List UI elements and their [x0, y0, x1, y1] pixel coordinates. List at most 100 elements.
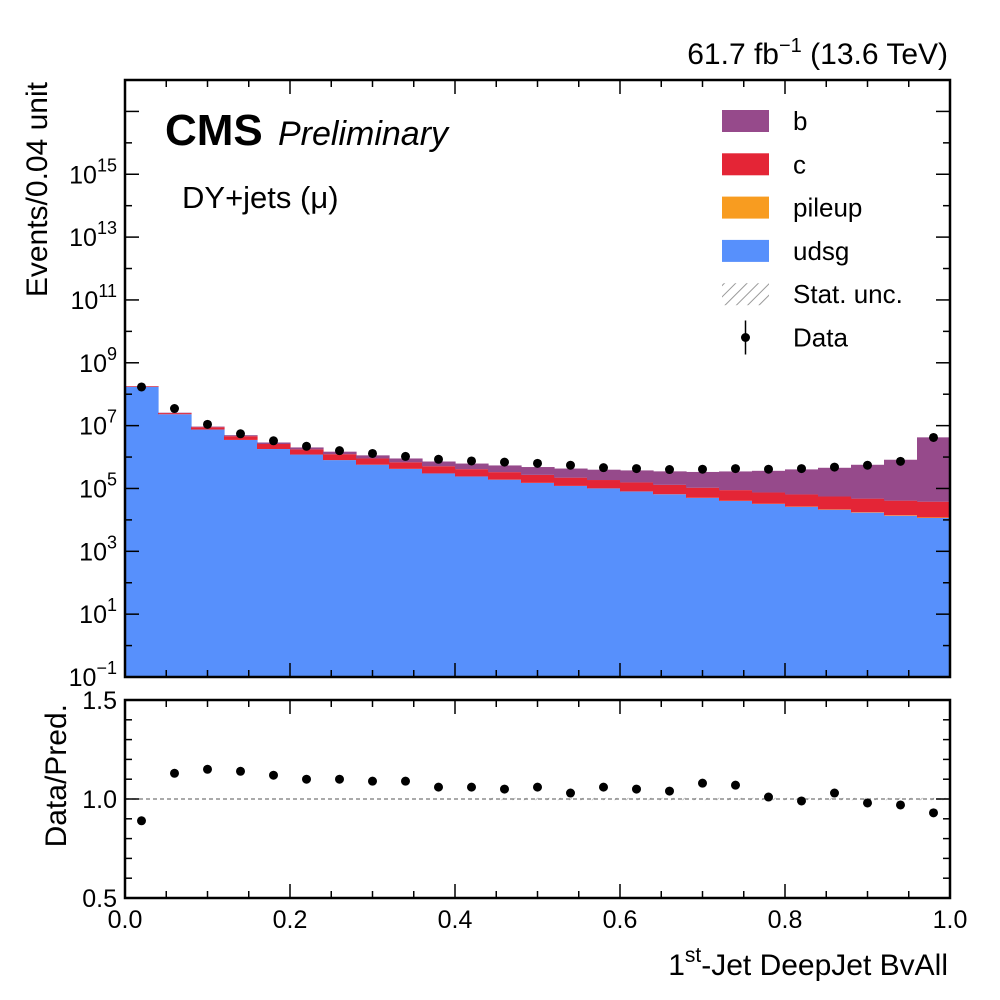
bar-c [851, 498, 885, 513]
ratio-point [368, 776, 377, 786]
x-tick-label: 1.0 [933, 906, 968, 934]
ratio-point [170, 768, 179, 778]
bar-udsg [224, 439, 258, 677]
ratio-point [599, 782, 608, 792]
bar-b [554, 468, 588, 478]
cms-label: CMS [165, 106, 263, 155]
main-y-axis-label: Events/0.04 unit [21, 81, 54, 297]
legend: bc pileup udsg Stat. unc. Data [722, 106, 903, 355]
bar-udsg [818, 509, 852, 677]
ratio-point [236, 766, 245, 776]
bar-udsg [752, 504, 786, 677]
bar-udsg [290, 454, 324, 677]
legend-swatch-c [722, 153, 769, 176]
data-point [764, 464, 773, 474]
ratio-point [203, 764, 212, 774]
bar-b [851, 464, 885, 499]
ratio-point [500, 784, 509, 794]
bar-c [158, 413, 192, 415]
legend-label: pileup [793, 193, 862, 223]
bar-c [587, 480, 621, 489]
data-point [467, 456, 476, 466]
bar-b [620, 470, 654, 483]
bar-udsg [719, 500, 753, 677]
ratio-point [632, 784, 641, 794]
data-point [335, 446, 344, 456]
x-tick-label: 0.8 [768, 906, 803, 934]
ratio-point [137, 816, 146, 826]
data-point [434, 454, 443, 464]
bar-udsg [686, 497, 720, 677]
bar-b [785, 469, 819, 495]
legend-label: Stat. unc. [793, 279, 903, 309]
bar-b [422, 461, 456, 467]
ratio-point [797, 796, 806, 806]
channel-label: DY+jets (μ) [182, 180, 339, 215]
data-point [236, 429, 245, 439]
bar-c [290, 449, 324, 455]
x-tick-label: 0.6 [603, 906, 638, 934]
data-point [929, 432, 938, 442]
ratio-y-tick-label: 1.5 [82, 687, 117, 715]
bar-udsg [389, 468, 423, 677]
ratio-point [929, 808, 938, 818]
ratio-y-tick-label: 0.5 [82, 885, 117, 913]
bar-b [686, 471, 720, 488]
ratio-point [401, 776, 410, 786]
legend-label: udsg [793, 236, 849, 266]
bar-c [785, 494, 819, 507]
data-points [137, 382, 938, 475]
y-tick-label: 105 [79, 469, 117, 503]
ratio-reference-line [125, 797, 950, 801]
bar-pileup [884, 515, 918, 516]
ratio-point [698, 778, 707, 788]
bar-c [686, 487, 720, 498]
data-point [665, 465, 674, 475]
data-point [170, 404, 179, 414]
bar-udsg [521, 482, 555, 677]
bar-udsg [323, 460, 357, 677]
data-point [797, 464, 806, 474]
legend-label: c [793, 149, 806, 179]
bar-c [620, 482, 654, 492]
bar-udsg [191, 429, 225, 677]
legend-swatch-stat-unc [722, 283, 769, 306]
ratio-point [467, 782, 476, 792]
data-point [731, 464, 740, 474]
data-point [863, 460, 872, 470]
bar-c [752, 492, 786, 504]
bar-c [554, 477, 588, 486]
legend-marker-data [741, 333, 750, 342]
data-point [599, 463, 608, 473]
y-tick-label: 1013 [69, 218, 117, 252]
data-point [401, 451, 410, 461]
data-point [896, 456, 905, 466]
ratio-points [137, 764, 938, 826]
legend-swatch-udsg [722, 239, 769, 262]
data-point [533, 458, 542, 468]
legend-swatch-pileup [722, 196, 769, 219]
bar-udsg [851, 512, 885, 677]
data-point [500, 457, 509, 467]
bar-udsg [653, 494, 687, 677]
bar-c [323, 454, 357, 461]
bar-udsg [422, 473, 456, 677]
ratio-point [434, 782, 443, 792]
data-point [632, 464, 641, 474]
ratio-point [764, 792, 773, 802]
x-tick-label: 0.4 [438, 906, 473, 934]
ratio-point [533, 782, 542, 792]
bar-b [587, 469, 621, 481]
data-point [302, 441, 311, 451]
x-tick-label: 0.0 [108, 906, 143, 934]
ratio-y-tick-label: 1.0 [82, 786, 117, 814]
bar-b [653, 471, 687, 485]
bar-udsg [620, 491, 654, 677]
bar-c [488, 472, 522, 480]
bar-udsg [554, 485, 588, 677]
bar-c [389, 462, 423, 469]
bar-b [818, 467, 852, 497]
bar-c [818, 496, 852, 510]
y-tick-label: 107 [79, 407, 117, 441]
y-tick-label: 101 [79, 595, 117, 629]
